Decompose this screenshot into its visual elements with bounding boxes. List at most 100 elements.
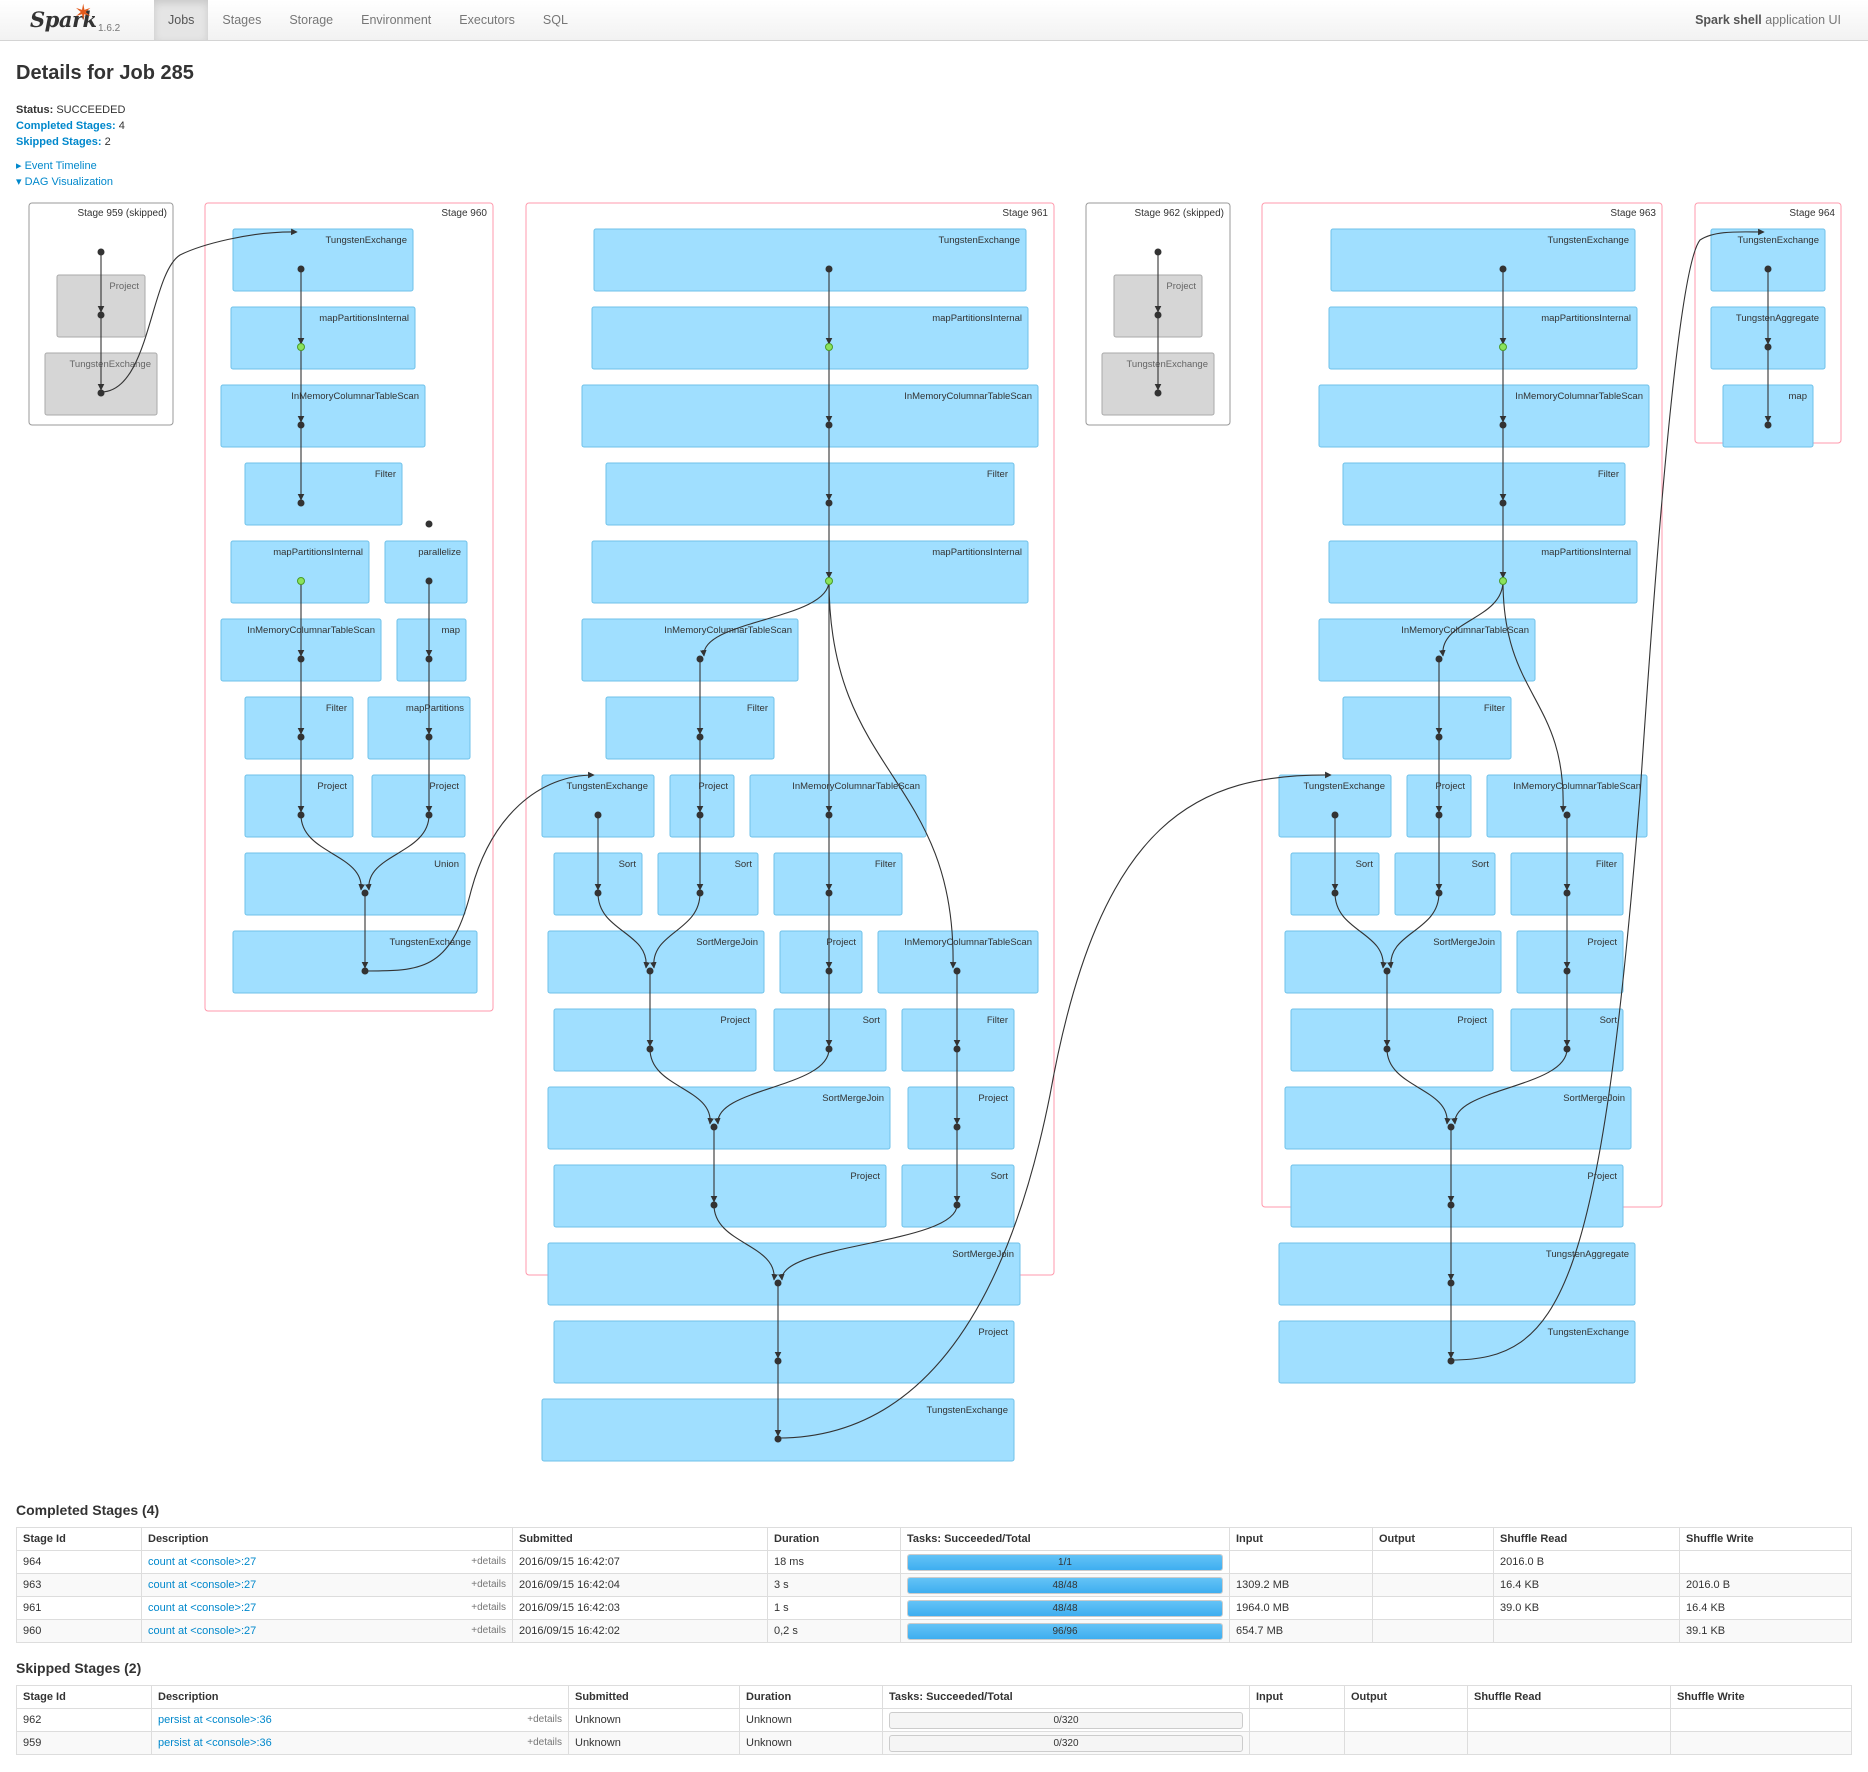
dag-node[interactable] [244,852,466,916]
stage-description-link[interactable]: count at <console>:27 [148,1556,257,1568]
dag-node[interactable] [773,1008,887,1072]
tab-sql[interactable]: SQL [542,13,568,27]
dag-node[interactable] [1278,1242,1636,1306]
dag-node[interactable] [605,696,775,760]
dag-node[interactable] [581,618,799,682]
dag-node[interactable] [553,1164,887,1228]
col-stage-id[interactable]: Stage Id [16,1527,142,1551]
dag-node[interactable] [581,384,1039,448]
app-name: Spark shell application UI [1695,13,1841,27]
stage-label[interactable]: Stage 963 [1610,208,1656,219]
dag-node[interactable] [232,228,414,292]
tab-storage[interactable]: Storage [289,13,334,27]
stage-label[interactable]: Stage 962 (skipped) [1134,208,1224,219]
dag-node[interactable] [1342,696,1512,760]
dag-dot [1764,421,1772,429]
dag-node[interactable] [1278,1320,1636,1384]
completed-stages-link[interactable]: Completed Stages: [16,120,116,132]
dag-node[interactable] [773,852,903,916]
dag-node[interactable] [605,462,1015,526]
stage-description-link[interactable]: count at <console>:27 [148,1625,257,1637]
dag-node[interactable] [384,540,468,604]
col-tasks[interactable]: Tasks: Succeeded/Total [882,1685,1250,1709]
dag-node[interactable] [244,774,354,838]
dag-node[interactable] [657,852,759,916]
stage-description-link[interactable]: count at <console>:27 [148,1579,257,1591]
dag-node[interactable] [547,1242,1021,1306]
dag-node[interactable] [593,228,1027,292]
col-input[interactable]: Input [1249,1685,1345,1709]
dag-node[interactable] [371,774,466,838]
dag-node[interactable] [1342,462,1626,526]
col-submitted[interactable]: Submitted [512,1527,768,1551]
details-toggle[interactable]: +details [527,1737,562,1748]
stage-label[interactable]: Stage 959 (skipped) [77,208,167,219]
dag-node[interactable] [1516,930,1624,994]
caret-right-icon: ▸ [16,160,22,172]
dag-node[interactable] [1394,852,1496,916]
stage-description-link[interactable]: count at <console>:27 [148,1602,257,1614]
dag-node[interactable] [877,930,1039,994]
col-shuffle-write[interactable]: Shuffle Write [1679,1527,1852,1551]
details-toggle[interactable]: +details [471,1602,506,1613]
stage-description-link[interactable]: persist at <console>:36 [158,1714,272,1726]
dag-node[interactable] [244,696,354,760]
stage-label[interactable]: Stage 961 [1002,208,1048,219]
dag-node[interactable] [220,384,426,448]
dag-node[interactable] [396,618,467,682]
col-shuffle-read[interactable]: Shuffle Read [1467,1685,1671,1709]
dag-node[interactable] [1328,306,1638,370]
skipped-stages-link[interactable]: Skipped Stages: [16,136,102,148]
dag-node[interactable] [591,306,1029,370]
dag-node[interactable] [901,1008,1015,1072]
col-duration[interactable]: Duration [767,1527,901,1551]
col-tasks[interactable]: Tasks: Succeeded/Total [900,1527,1230,1551]
col-submitted[interactable]: Submitted [568,1685,740,1709]
dag-node[interactable] [244,462,403,526]
tab-executors[interactable]: Executors [459,13,515,27]
details-toggle[interactable]: +details [471,1625,506,1636]
stage-label[interactable]: Stage 964 [1789,208,1835,219]
col-output[interactable]: Output [1372,1527,1494,1551]
dag-node[interactable] [1318,384,1650,448]
dag-node[interactable] [1290,1008,1494,1072]
col-output[interactable]: Output [1344,1685,1468,1709]
dag-node[interactable] [1284,1086,1632,1150]
dag-node[interactable] [553,1008,757,1072]
tab-jobs[interactable]: Jobs [154,0,209,40]
dag-node[interactable] [367,696,471,760]
col-input[interactable]: Input [1229,1527,1373,1551]
stage-id-cell: 959 [16,1731,152,1755]
dag-node[interactable] [1328,540,1638,604]
col-stage-id[interactable]: Stage Id [16,1685,152,1709]
dag-node[interactable] [779,930,863,994]
dag-node[interactable] [1330,228,1636,292]
details-toggle[interactable]: +details [527,1714,562,1725]
dag-node[interactable] [669,774,735,838]
col-shuffle-read[interactable]: Shuffle Read [1493,1527,1680,1551]
stage-id-cell: 961 [16,1596,142,1620]
input-cell [1249,1731,1345,1755]
dag-node[interactable] [901,1164,1015,1228]
event-timeline-toggle[interactable]: ▸ Event Timeline [16,159,97,172]
dag-node[interactable] [230,540,370,604]
col-duration[interactable]: Duration [739,1685,883,1709]
dag-node[interactable] [907,1086,1015,1150]
col-shuffle-write[interactable]: Shuffle Write [1670,1685,1852,1709]
details-toggle[interactable]: +details [471,1579,506,1590]
dag-visualization-toggle[interactable]: ▾ DAG Visualization [16,175,113,188]
dag-node[interactable] [230,306,416,370]
col-description[interactable]: Description [141,1527,513,1551]
col-description[interactable]: Description [151,1685,569,1709]
stage-label[interactable]: Stage 960 [441,208,487,219]
dag-node[interactable] [553,1320,1015,1384]
tab-stages[interactable]: Stages [222,13,262,27]
dag-node[interactable] [1290,1164,1624,1228]
tab-environment[interactable]: Environment [361,13,432,27]
table-header-row: Stage Id Description Submitted Duration … [16,1685,1852,1709]
stage-description-link[interactable]: persist at <console>:36 [158,1737,272,1749]
dag-node[interactable] [1318,618,1536,682]
dag-node[interactable] [749,774,927,838]
details-toggle[interactable]: +details [471,1556,506,1567]
dag-node[interactable] [232,930,478,994]
